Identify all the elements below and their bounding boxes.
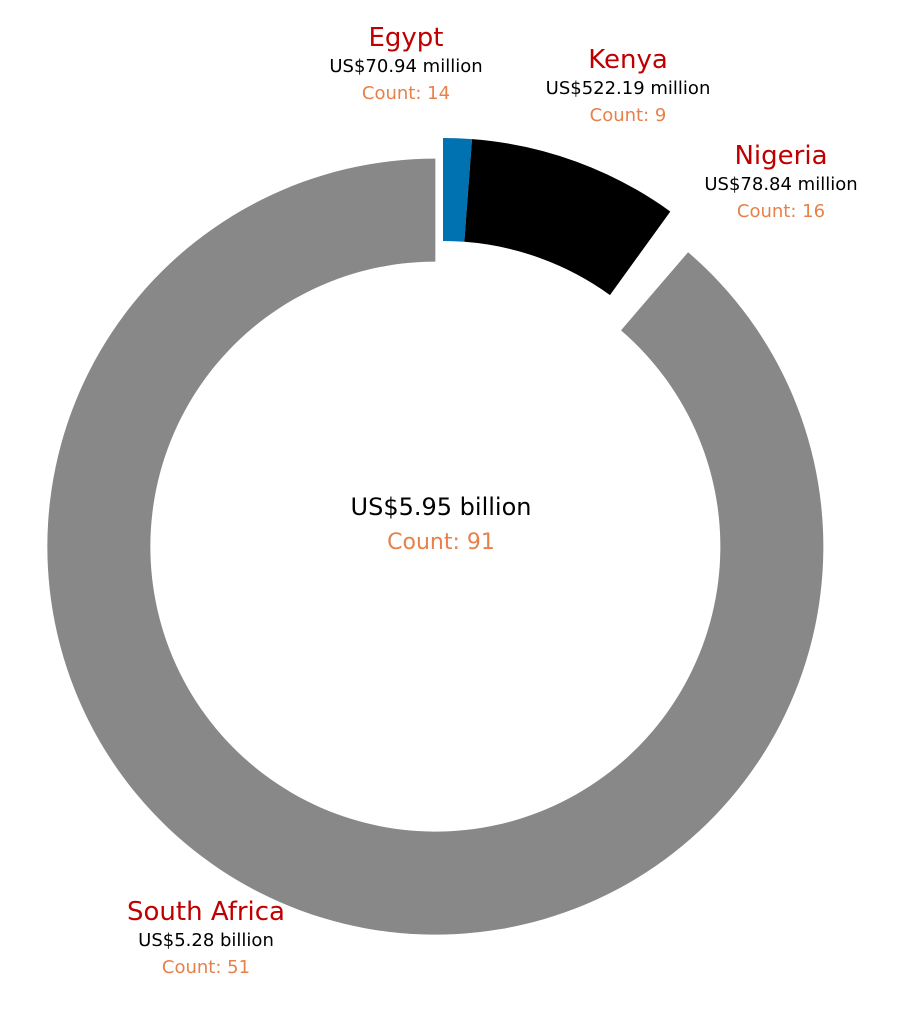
slice-value: US$70.94 million [329, 56, 483, 77]
slice-count: Count: 14 [361, 83, 451, 104]
donut-slice-nigeria [610, 211, 696, 310]
slice-name: Egypt [368, 23, 444, 53]
slice-label-kenya: Kenya US$522.19 million Count: 9 [546, 44, 711, 130]
slice-value: US$522.19 million [545, 78, 711, 99]
slice-name: South Africa [127, 897, 285, 927]
slice-name: Kenya [588, 45, 668, 75]
slice-name: Nigeria [734, 141, 828, 171]
total-value-label: US$5.95 billion [350, 493, 532, 521]
donut-center-label: US$5.95 billion Count: 91 [351, 488, 532, 560]
total-count-label: Count: 91 [387, 530, 495, 555]
slice-count: Count: 51 [161, 957, 251, 978]
slice-label-south-africa: South Africa US$5.28 billion Count: 51 [127, 896, 285, 982]
slice-label-nigeria: Nigeria US$78.84 million Count: 16 [704, 140, 857, 226]
slice-count: Count: 9 [589, 105, 667, 126]
donut-slice-egypt [443, 138, 473, 242]
donut-slice-kenya [464, 139, 671, 296]
slice-count: Count: 16 [736, 201, 826, 222]
slice-value: US$5.28 billion [138, 930, 274, 951]
slice-value: US$78.84 million [704, 174, 858, 195]
slice-label-egypt: Egypt US$70.94 million Count: 14 [329, 22, 482, 108]
